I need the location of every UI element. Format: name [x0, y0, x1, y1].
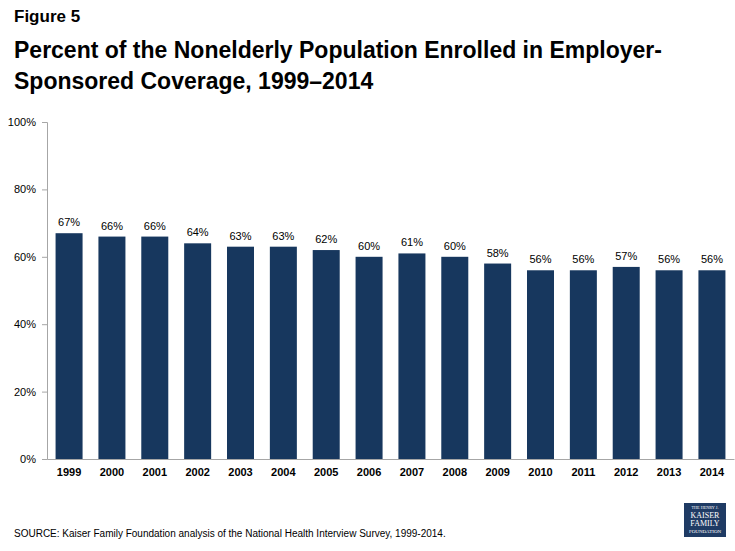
- data-labels: 67% 66% 66% 64% 63% 63% 62% 60% 61% 60% 58% 56% 56% 5…: [58, 216, 723, 265]
- data-label: 67%: [58, 216, 80, 228]
- bar: [270, 247, 297, 459]
- x-tick-label: 2006: [357, 466, 381, 478]
- bar: [656, 270, 683, 459]
- y-tick: 20%: [14, 386, 47, 398]
- figure-label: Figure 5: [14, 7, 80, 26]
- bar: [356, 257, 383, 459]
- data-label: 63%: [229, 230, 251, 242]
- x-tick: 2014: [700, 459, 725, 478]
- x-tick-label: 2010: [528, 466, 552, 478]
- bar: [570, 270, 597, 459]
- x-axis-line: [48, 459, 735, 460]
- bars: [56, 233, 726, 459]
- x-tick-label: 2014: [700, 466, 725, 478]
- data-label: 66%: [144, 220, 166, 232]
- source: SOURCE: Kaiser Family Foundation analysi…: [14, 528, 446, 539]
- data-label: 58%: [487, 247, 509, 259]
- logo-text: FOUNDATION: [689, 529, 722, 534]
- data-label: 66%: [101, 220, 123, 232]
- bar: [484, 264, 511, 459]
- data-label: 61%: [401, 236, 423, 248]
- x-tick-label: 2000: [100, 466, 124, 478]
- x-tick: 2009: [485, 459, 509, 478]
- data-label: 62%: [315, 233, 337, 245]
- x-tick: 2007: [400, 459, 424, 478]
- y-tick-label: 100%: [8, 116, 36, 128]
- bar: [56, 233, 83, 459]
- bar: [184, 243, 211, 459]
- x-tick-label: 2011: [571, 466, 595, 478]
- y-tick-label: 40%: [14, 318, 36, 330]
- y-tick-mark: [42, 459, 47, 460]
- bar: [313, 250, 340, 459]
- x-tick: 1999: [57, 459, 81, 478]
- bar: [527, 270, 554, 459]
- x-tick-label: 2005: [314, 466, 338, 478]
- bar: [98, 237, 125, 459]
- y-tick-label: 20%: [14, 386, 36, 398]
- title: Percent of the Nonelderly Population Enr…: [14, 37, 662, 94]
- x-tick-label: 1999: [57, 466, 81, 478]
- bar: [141, 237, 168, 459]
- x-tick: 2002: [185, 459, 209, 478]
- y-tick: 40%: [14, 318, 47, 330]
- y-axis-line: [42, 123, 48, 460]
- y-tick: 0%: [20, 453, 47, 465]
- x-axis: 1999 2000 2001 2002 2003 2004 2005 2006 2007 2008…: [48, 459, 735, 478]
- data-label: 57%: [615, 250, 637, 262]
- logo-text: FAMILY: [690, 519, 719, 528]
- x-tick-label: 2009: [485, 466, 509, 478]
- bar: [698, 270, 725, 459]
- x-tick: 2000: [100, 459, 124, 478]
- data-label: 56%: [529, 253, 551, 265]
- x-tick: 2010: [528, 459, 552, 478]
- x-tick-label: 2004: [271, 466, 296, 478]
- y-tick: 100%: [8, 116, 47, 128]
- x-tick-label: 2007: [400, 466, 424, 478]
- y-tick-label: 0%: [20, 453, 36, 465]
- chart: Figure 5 Percent of the Nonelderly Popula…: [0, 0, 735, 551]
- y-tick: 60%: [14, 251, 47, 263]
- y-tick-mark: [42, 189, 47, 190]
- x-tick-label: 2008: [443, 466, 467, 478]
- bar: [613, 267, 640, 459]
- bar: [398, 253, 425, 459]
- x-tick: 2001: [143, 459, 167, 478]
- data-label: 56%: [572, 253, 594, 265]
- y-tick-mark: [42, 122, 47, 123]
- x-tick-label: 2012: [614, 466, 638, 478]
- x-tick: 2006: [357, 459, 381, 478]
- data-label: 63%: [272, 230, 294, 242]
- data-label: 56%: [701, 253, 723, 265]
- x-tick: 2012: [614, 459, 638, 478]
- x-tick: 2008: [443, 459, 467, 478]
- y-tick-mark: [42, 392, 47, 393]
- y-tick-mark: [42, 324, 47, 325]
- data-label: 60%: [444, 240, 466, 252]
- x-tick-label: 2013: [657, 466, 681, 478]
- x-tick-label: 2002: [185, 466, 209, 478]
- x-tick-label: 2001: [143, 466, 167, 478]
- x-tick: 2013: [657, 459, 681, 478]
- data-label: 64%: [187, 226, 209, 238]
- logo: THE HENRY J.KAISERFAMILYFOUNDATION: [684, 503, 726, 537]
- y-axis: 0% 20% 40% 60% 80% 100%: [8, 116, 48, 465]
- data-label: 60%: [358, 240, 380, 252]
- logo-text: THE HENRY J.: [692, 505, 719, 510]
- x-tick: 2005: [314, 459, 338, 478]
- x-tick: 2011: [571, 459, 595, 478]
- y-tick-label: 60%: [14, 251, 36, 263]
- x-tick-label: 2003: [228, 466, 252, 478]
- bar: [441, 257, 468, 459]
- y-tick: 80%: [14, 183, 47, 195]
- data-label: 56%: [658, 253, 680, 265]
- x-tick: 2004: [271, 459, 296, 478]
- bar: [227, 247, 254, 459]
- y-tick-mark: [42, 257, 47, 258]
- x-tick: 2003: [228, 459, 252, 478]
- y-tick-label: 80%: [14, 183, 36, 195]
- logo-box: [684, 503, 726, 537]
